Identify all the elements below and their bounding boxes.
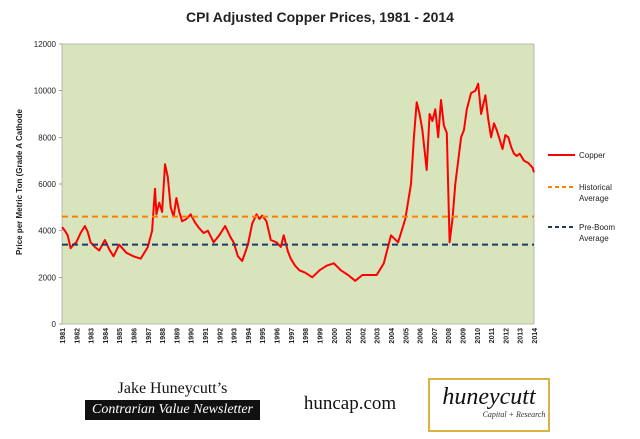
y-tick-label: 6000 (38, 180, 56, 189)
x-tick-label: 2012 (503, 328, 510, 344)
y-tick-label: 2000 (38, 273, 56, 282)
y-axis-label: Price per Metric Ton (Grade A Cathode (15, 108, 24, 255)
legend: Copper Historical Average Pre-Boom Average (548, 151, 615, 243)
x-tick-label: 1999 (317, 328, 324, 344)
copper-price-chart: CPI Adjusted Copper Prices, 1981 - 2014 … (15, 9, 615, 344)
x-tick-label: 2004 (389, 328, 396, 344)
x-tick-label: 1996 (275, 328, 282, 344)
x-tick-label: 2007 (432, 328, 439, 344)
plot-area (61, 43, 535, 325)
y-tick-label: 12000 (34, 40, 57, 49)
x-tick-label: 2000 (332, 328, 339, 344)
chart-title: CPI Adjusted Copper Prices, 1981 - 2014 (186, 9, 454, 25)
copper-price-line (61, 82, 535, 282)
x-tick-label: 1982 (74, 328, 81, 344)
x-tick-label: 2005 (403, 328, 410, 344)
author-name: Jake Huneycutt’s (117, 380, 228, 397)
x-tick-label: 1981 (60, 328, 67, 344)
x-tick-label: 2003 (375, 328, 382, 344)
series-layer (61, 82, 535, 282)
x-tick-label: 1987 (146, 328, 153, 344)
x-tick-label: 1997 (289, 328, 296, 344)
legend-label: Pre-Boom Average (579, 223, 615, 243)
y-axis-ticks: 0 2000 4000 6000 8000 10000 12000 (34, 40, 62, 329)
x-tick-label: 1995 (260, 328, 267, 344)
author-credit: Jake Huneycutt’s Contrarian Value Newsle… (85, 380, 260, 420)
x-tick-label: 2001 (346, 328, 353, 344)
x-tick-label: 2009 (460, 328, 467, 344)
x-tick-label: 1998 (303, 328, 310, 344)
x-tick-label: 1988 (160, 328, 167, 344)
x-tick-label: 1983 (89, 328, 96, 344)
newsletter-name: Contrarian Value Newsletter (85, 400, 260, 420)
x-tick-label: 2006 (418, 328, 425, 344)
x-tick-label: 1984 (103, 328, 110, 344)
x-tick-label: 2011 (489, 328, 496, 343)
x-tick-label: 1989 (174, 328, 181, 344)
x-tick-label: 2014 (532, 328, 539, 344)
legend-label: Copper (579, 151, 606, 160)
x-tick-label: 1985 (117, 328, 124, 344)
x-tick-label: 2010 (475, 328, 482, 344)
logo-brand: huneycutt (442, 384, 536, 410)
y-tick-label: 8000 (38, 133, 56, 142)
x-tick-label: 2013 (518, 328, 525, 344)
x-tick-label: 1986 (132, 328, 139, 344)
x-tick-label: 2002 (360, 328, 367, 344)
company-logo: huneycutt Capital + Research (428, 378, 550, 432)
x-axis-ticks: 1981 1982 1983 1984 1985 1986 1987 1988 1989 1990… (60, 328, 539, 344)
x-tick-label: 2008 (446, 328, 453, 344)
x-tick-label: 1994 (246, 328, 253, 344)
website-link[interactable]: huncap.com (303, 393, 397, 414)
y-tick-label: 10000 (34, 87, 57, 96)
y-tick-label: 0 (52, 320, 57, 329)
x-tick-label: 1993 (232, 328, 239, 344)
legend-label: Historical Average (579, 183, 612, 203)
y-tick-label: 4000 (38, 227, 56, 236)
x-tick-label: 1990 (189, 328, 196, 344)
x-tick-label: 1992 (217, 328, 224, 344)
x-tick-label: 1991 (203, 328, 210, 344)
logo-subtitle: Capital + Research (482, 410, 546, 419)
